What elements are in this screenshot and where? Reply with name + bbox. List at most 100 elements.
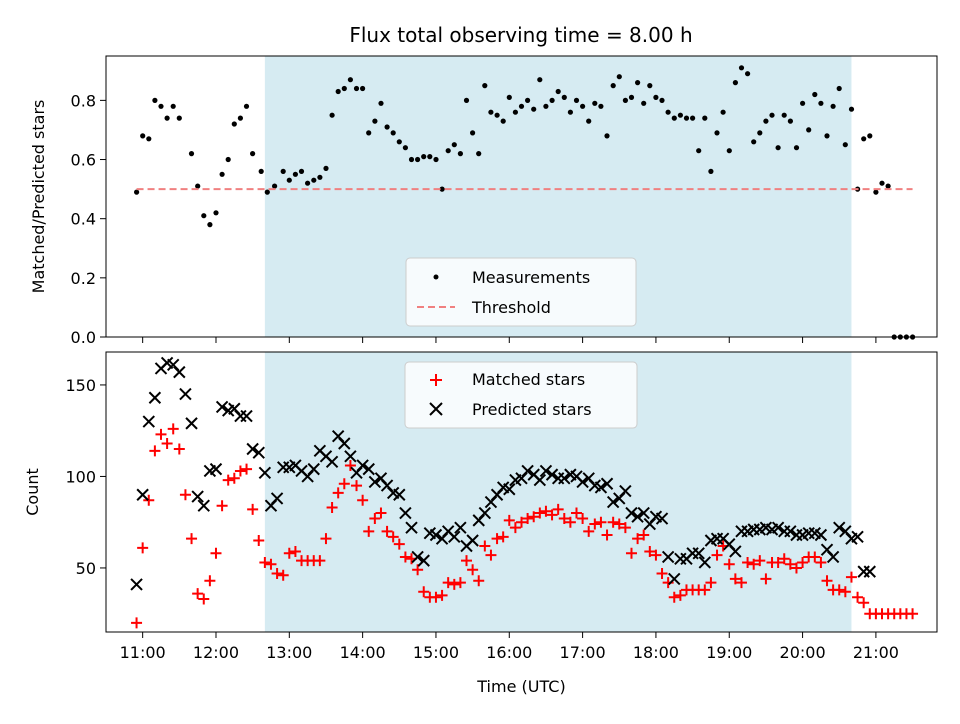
- measurement-point: [237, 115, 243, 121]
- measurement-point: [258, 168, 264, 174]
- measurement-point: [848, 106, 855, 112]
- matched-stars-point: [656, 567, 668, 579]
- predicted-stars-point: [258, 466, 272, 479]
- top-axes-frame: [105, 55, 938, 338]
- measurement-point: [885, 183, 891, 189]
- measurement-point: [353, 85, 360, 92]
- measurement-point: [305, 180, 311, 186]
- matched-stars-point: [479, 540, 491, 552]
- matched-stars-point: [320, 533, 332, 545]
- matched-stars-point: [674, 589, 686, 601]
- measurement-point: [225, 156, 231, 163]
- bottom-y-tick-label: 100: [65, 467, 96, 486]
- measurement-point: [635, 80, 641, 86]
- bottom-axes-frame: [105, 351, 938, 633]
- measurement-point: [720, 109, 726, 115]
- measurement-point: [384, 124, 390, 130]
- legend-measurements-marker: [433, 274, 439, 280]
- measurement-point: [708, 168, 714, 174]
- predicted-stars-point: [454, 521, 467, 534]
- measurement-point: [861, 136, 867, 142]
- measurement-point: [195, 183, 201, 189]
- matched-stars-point: [418, 586, 430, 598]
- matched-stars-point: [289, 545, 301, 557]
- matched-stars-point: [259, 556, 271, 568]
- measurement-point: [824, 133, 830, 139]
- measurement-point: [188, 151, 195, 157]
- predicted-stars-point: [393, 488, 406, 501]
- matched-stars-point: [338, 478, 350, 490]
- legend-threshold-label: Threshold: [471, 298, 551, 317]
- predicted-stars-point: [246, 442, 259, 456]
- measurement-point: [586, 118, 592, 124]
- predicted-stars-point: [600, 477, 614, 490]
- measurement-point: [745, 71, 751, 77]
- matched-stars-point: [607, 516, 619, 528]
- predicted-stars-point: [833, 521, 846, 534]
- predicted-stars-point: [826, 550, 840, 564]
- predicted-stars-point: [179, 387, 192, 401]
- bottom-x-tick-label: 20:00: [780, 643, 826, 662]
- matched-stars-point: [522, 513, 534, 525]
- measurement-point: [207, 222, 213, 228]
- measurement-point: [506, 94, 512, 100]
- bottom-x-tick-label: 19:00: [706, 643, 752, 662]
- measurement-point: [500, 118, 506, 124]
- bottom-ticks: 50 100 150 11:00 12:00 13:00 14:00 15:00 16:00 17…: [65, 376, 898, 662]
- measurement-point: [525, 97, 531, 103]
- measurement-point: [280, 168, 286, 174]
- predicted-stars-point: [539, 464, 553, 478]
- measurement-point: [714, 130, 720, 136]
- matched-stars-point: [461, 555, 473, 567]
- matched-stars-point: [247, 503, 259, 515]
- matched-stars-point: [625, 547, 637, 559]
- matched-stars-point: [564, 516, 576, 528]
- measurement-point: [610, 83, 616, 89]
- bottom-x-tick-label: 16:00: [486, 643, 532, 662]
- predicted-stars-point: [173, 365, 186, 379]
- matched-stars-point: [277, 569, 289, 581]
- predicted-stars-point: [215, 400, 229, 414]
- predicted-stars-point: [558, 472, 571, 485]
- measurement-point: [787, 118, 794, 124]
- predicted-stars-point: [142, 415, 155, 428]
- matched-stars-point: [711, 549, 723, 561]
- matched-stars-point: [509, 522, 521, 534]
- measurement-point: [463, 97, 470, 103]
- matched-stars-point: [558, 513, 570, 525]
- measurement-point: [272, 183, 278, 189]
- measurement-point: [537, 77, 543, 83]
- predicted-stars-point: [429, 528, 443, 542]
- predicted-stars-point: [148, 391, 162, 404]
- measurement-point: [408, 156, 415, 163]
- matched-stars-point: [351, 480, 363, 492]
- matched-stars-point: [784, 558, 796, 570]
- measurement-point: [164, 115, 170, 121]
- measurement-point: [323, 165, 329, 171]
- matched-stars-point: [815, 556, 827, 568]
- predicted-stars-point: [325, 455, 339, 469]
- matched-stars-point: [344, 459, 356, 471]
- measurement-point: [512, 109, 519, 115]
- measurement-point: [311, 177, 317, 183]
- matched-stars-point: [650, 549, 662, 561]
- matched-stars-point: [222, 474, 234, 486]
- measurement-point: [341, 85, 347, 92]
- matched-stars-point: [161, 438, 173, 450]
- predicted-stars-point: [661, 550, 675, 564]
- matched-stars-point: [430, 591, 442, 603]
- measurement-point: [451, 142, 457, 148]
- predicted-stars-point: [784, 525, 797, 538]
- measurement-point: [470, 130, 476, 136]
- matched-stars-point: [778, 553, 790, 565]
- predicted-stars-point: [606, 495, 620, 509]
- top-y-axis-label: Matched/Predicted stars: [29, 100, 48, 294]
- top-ticks: 0.0 0.2 0.4 0.6 0.8: [71, 91, 877, 347]
- predicted-stars-points: [130, 356, 876, 591]
- measurement-point: [726, 148, 732, 154]
- bottom-x-axis-label: Time (UTC): [476, 677, 565, 696]
- matched-stars-point: [772, 556, 784, 568]
- measurement-point: [140, 133, 146, 139]
- measurement-point: [213, 210, 219, 216]
- measurement-point: [415, 156, 421, 163]
